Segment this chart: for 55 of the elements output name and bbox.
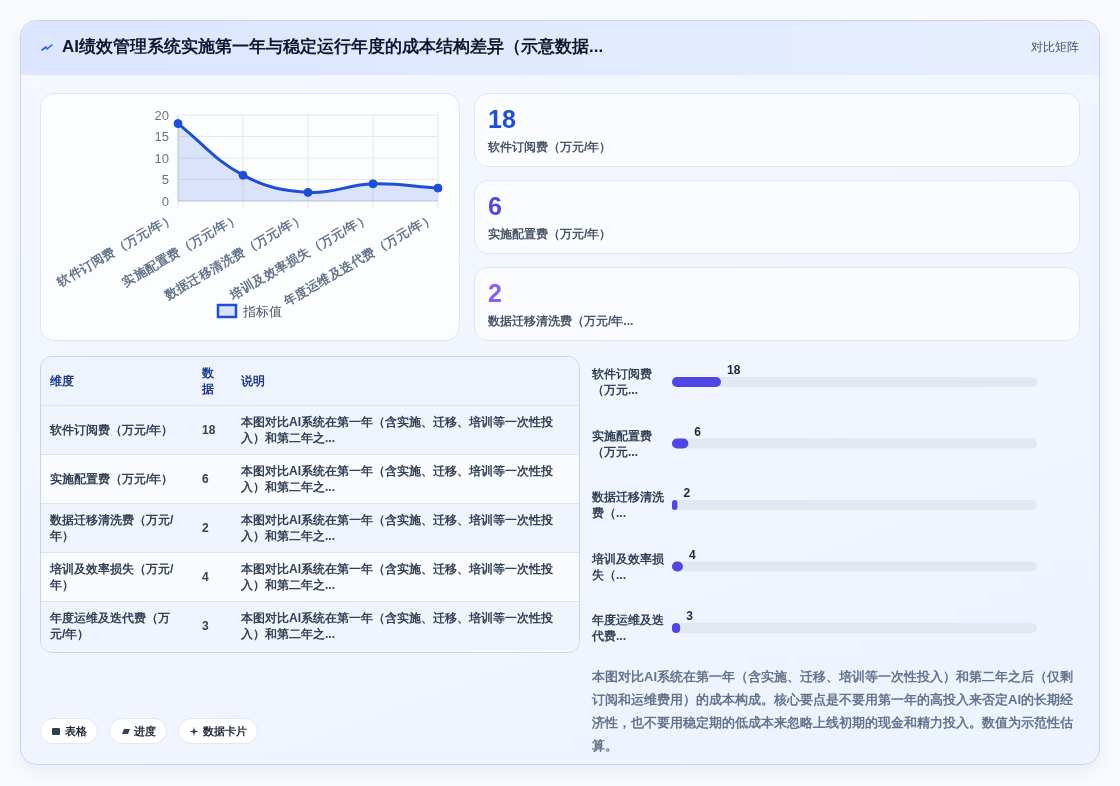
table-row: 实施配置费（万元/年） 6 本图对比AI系统在第一年（含实施、迁移、培训等一次性投入）和第二年之... [41,454,579,503]
data-label: 3 [686,609,694,623]
text: 本图对比AI系统在第一年（含实施、迁移、培训等一次性投入）和第二年之后（仅剩订阅和运维费用）的成本构成。核心要点是不要用第一年的高投入来否定AI的长期经济性，也不要用稳定期的低成本来忽略上线初期的现金和精力投入。数值为示范性估算。 [592,668,1074,755]
category-label: 实施配置费（万元/年） [41,454,193,503]
data-label: 4 [688,547,696,562]
legend-label: 指标值 [242,304,282,319]
data-label: 2 [683,486,691,500]
data-label: 6 [694,424,702,439]
y-tick-label: 软件订阅费（万元... [592,366,653,398]
point [368,179,378,189]
y-tick-label: 15 [154,129,169,144]
table-header-cell: 数据 [193,357,232,405]
y-tick-label: 0 [161,193,169,209]
category-label: 软件订阅费（万元/年） [488,139,612,156]
data-label: 3 [193,601,232,650]
table-row: 年度运维及迭代费（万元/年） 3 本图对比AI系统在第一年（含实施、迁移、培训等一次性投入）和第二年之... [41,601,579,650]
data-label: 18 [727,363,741,377]
y-tick-label: 5 [161,172,169,187]
point [173,119,183,129]
header-band: AI绩效管理系统实施第一年与稳定运行年度的成本结构差异（示意数据... 对比矩阵 [21,21,1099,75]
category-label: 年度运维及迭代费（万元/年） [41,601,193,650]
table-row: 软件订阅费（万元/年） 18 本图对比AI系统在第一年（含实施、迁移、培训等一次性投入）和第二年之... [41,405,579,454]
kpi-card: 18 软件订阅费（万元/年） [474,93,1080,167]
point [433,183,443,193]
bar [672,377,721,387]
table-row: 数据迁移清洗费（万元/年） 2 本图对比AI系统在第一年（含实施、迁移、培训等一次性投入）和第二年之... [41,503,579,552]
category-label: 数据迁移清洗费（万元/年... [488,313,634,330]
category-label: 实施配置费（万元/年） [488,226,612,243]
category-label: 培训及效率损失（万元/年） [41,552,193,601]
data-label: 18 [193,405,232,454]
chip: 表格 [40,718,98,744]
y-tick-label: 20 [154,107,169,123]
kpi-card: 2 数据迁移清洗费（万元/年... [474,267,1080,341]
data-label: 4 [193,552,232,601]
y-tick-label: 数据迁移清洗费（... [592,489,665,521]
data-label: 2 [488,278,502,308]
data-label: 6 [193,454,232,503]
chip: 数据卡片 [178,718,258,744]
data-label: 18 [488,104,516,134]
table-header-cell: 维度 [41,357,193,405]
data-label: 2 [193,503,232,552]
point [238,170,248,180]
y-tick-label: 年度运维及迭代费... [592,612,665,644]
point [303,187,313,197]
data-label: 6 [488,191,502,221]
y-tick-label: 培训及效率损失（... [592,550,665,583]
table-header-cell: 说明 [232,357,579,405]
legend: 指标值 [216,303,282,319]
y-tick-label: 10 [154,150,169,166]
chip: 进度 [109,718,167,744]
y-tick-label: 实施配置费（万元... [592,427,653,460]
category-label: 软件订阅费（万元/年） [41,405,193,454]
kpi-card: 6 实施配置费（万元/年） [474,180,1080,254]
category-label: 数据迁移清洗费（万元/年） [41,503,193,552]
table-row: 培训及效率损失（万元/年） 4 本图对比AI系统在第一年（含实施、迁移、培训等一次性投入）和第二年之... [41,552,579,601]
